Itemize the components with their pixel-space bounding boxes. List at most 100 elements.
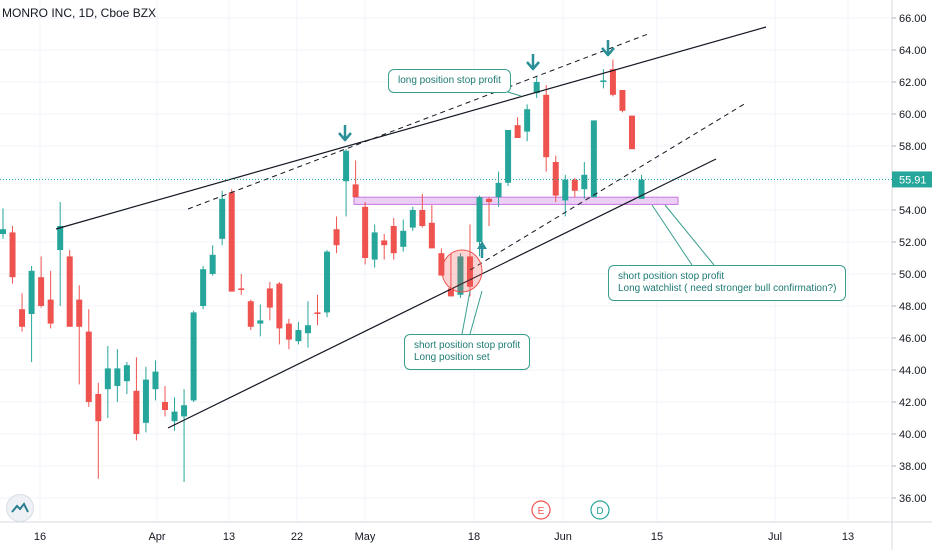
candle-body[interactable]	[142, 379, 149, 423]
candle-body[interactable]	[343, 150, 350, 182]
logo-mountain-icon	[11, 502, 29, 513]
note-connector	[664, 204, 715, 266]
highlight-circle[interactable]	[441, 249, 483, 293]
down-arrow-icon[interactable]	[338, 132, 352, 142]
candle-body[interactable]	[304, 325, 311, 334]
candle-body[interactable]	[104, 368, 111, 390]
candle-body[interactable]	[628, 115, 635, 150]
candle-body[interactable]	[28, 270, 35, 314]
y-tick-label: 64.00	[899, 45, 927, 57]
candle-body[interactable]	[257, 320, 264, 324]
candle-body[interactable]	[524, 109, 531, 132]
dividend-marker-label: D	[596, 506, 603, 517]
candle-body[interactable]	[486, 198, 493, 202]
note-short-stop[interactable]: short position stop profit Long position…	[404, 334, 531, 370]
note-long-stop[interactable]: long position stop profit	[388, 69, 511, 93]
candle-body[interactable]	[371, 232, 378, 260]
candle-body[interactable]	[609, 69, 616, 95]
candle-body[interactable]	[209, 254, 216, 274]
candle-body[interactable]	[181, 405, 188, 417]
candle-body[interactable]	[0, 229, 6, 234]
candle-body[interactable]	[66, 256, 73, 327]
candle-body[interactable]	[219, 198, 226, 239]
support-zone[interactable]	[353, 196, 679, 205]
candle-body[interactable]	[562, 179, 569, 201]
candle-body[interactable]	[133, 390, 140, 434]
candle-body[interactable]	[514, 125, 521, 138]
candle-body[interactable]	[19, 309, 26, 327]
candle-body[interactable]	[190, 312, 197, 401]
candle-body[interactable]	[428, 222, 435, 249]
candle-body[interactable]	[457, 256, 464, 295]
candle-body[interactable]	[638, 179, 645, 199]
down-arrow-icon[interactable]	[601, 47, 615, 57]
candle-body[interactable]	[314, 312, 321, 314]
candle-body[interactable]	[600, 80, 607, 82]
upper-trend-line[interactable]	[55, 26, 767, 230]
candle-body[interactable]	[228, 192, 235, 292]
candle-body[interactable]	[390, 226, 397, 254]
candle-body[interactable]	[276, 283, 283, 329]
lower-trend-line[interactable]	[167, 158, 717, 429]
up-arrow-icon[interactable]	[477, 241, 487, 249]
candle-body[interactable]	[447, 288, 454, 297]
dividend-marker[interactable]	[590, 500, 610, 520]
candle-body[interactable]	[543, 94, 550, 158]
candle-body[interactable]	[114, 368, 121, 386]
candle-body[interactable]	[85, 331, 92, 402]
candle-body[interactable]	[352, 184, 359, 198]
candle-body[interactable]	[238, 288, 245, 290]
candle-body[interactable]	[47, 299, 54, 324]
tradingview-logo-icon[interactable]	[6, 494, 34, 522]
candle-body[interactable]	[581, 174, 588, 190]
candle-body[interactable]	[57, 226, 64, 250]
candle-body[interactable]	[495, 182, 502, 198]
candle-body[interactable]	[162, 402, 169, 410]
candle-body[interactable]	[476, 197, 483, 242]
candle-body[interactable]	[295, 330, 302, 342]
down-arrow-icon[interactable]	[526, 61, 540, 71]
candle-body[interactable]	[247, 301, 254, 327]
candle-body[interactable]	[324, 251, 331, 313]
y-tick-label: 40.00	[899, 429, 927, 441]
x-tick-label: Apr	[148, 531, 165, 543]
candle-body[interactable]	[123, 365, 130, 382]
note-long-stop-text: long position stop profit	[398, 75, 501, 86]
x-tick-label: Jun	[554, 531, 572, 543]
candle-body[interactable]	[200, 269, 207, 306]
y-tick-label: 60.00	[899, 109, 927, 121]
candle-body[interactable]	[552, 162, 559, 196]
note-watchlist[interactable]: short position stop profit Long watchlis…	[608, 265, 847, 301]
y-tick-label: 66.00	[899, 13, 927, 25]
y-tick-label: 50.00	[899, 269, 927, 281]
candle-body[interactable]	[590, 120, 597, 198]
x-tick-label: 15	[651, 531, 663, 543]
candle-body[interactable]	[333, 229, 340, 246]
last-price-label: 55.91	[899, 174, 927, 186]
candle-body[interactable]	[285, 323, 292, 340]
candle-body[interactable]	[381, 240, 388, 246]
candle-body[interactable]	[400, 230, 407, 247]
upper-parallel-line[interactable]	[187, 33, 649, 210]
candle-body[interactable]	[171, 411, 178, 422]
candle-body[interactable]	[505, 130, 512, 183]
candle-body[interactable]	[38, 277, 45, 306]
candle-body[interactable]	[76, 299, 83, 327]
x-tick-label: 18	[468, 531, 480, 543]
earnings-marker[interactable]	[531, 500, 551, 520]
candle-body[interactable]	[619, 90, 626, 111]
candle-body[interactable]	[266, 288, 273, 308]
candle-body[interactable]	[466, 256, 473, 287]
candle-body[interactable]	[95, 394, 102, 422]
candle-body[interactable]	[571, 179, 578, 191]
candle-body[interactable]	[362, 206, 369, 258]
candle-body[interactable]	[438, 253, 445, 276]
candle-body[interactable]	[152, 371, 159, 390]
candle-body[interactable]	[409, 210, 416, 228]
lower-parallel-line[interactable]	[469, 102, 747, 271]
candle-body[interactable]	[419, 210, 426, 226]
note-connector	[651, 204, 693, 266]
candle-body[interactable]	[9, 232, 16, 278]
candle-body[interactable]	[533, 82, 540, 94]
